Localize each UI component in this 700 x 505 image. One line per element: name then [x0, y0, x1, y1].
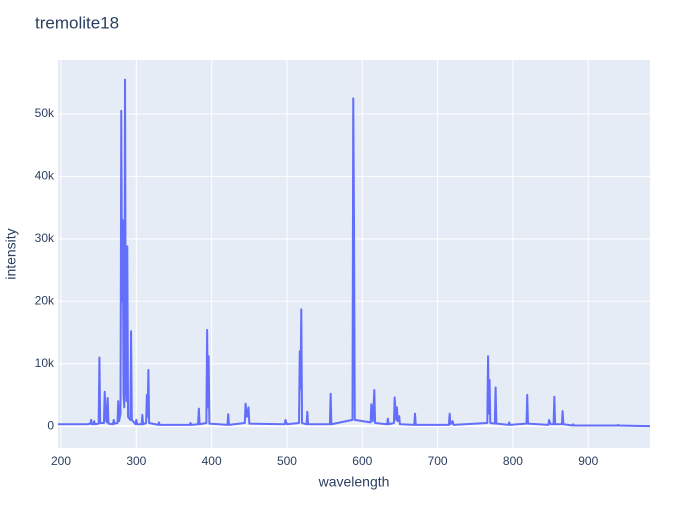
y-tick-label: 40k: [35, 169, 55, 183]
y-tick-label: 0: [47, 418, 54, 432]
data-line: [58, 78, 651, 428]
x-tick-label: 800: [503, 454, 523, 468]
x-tick-label: 400: [202, 454, 222, 468]
x-tick-label: 500: [277, 454, 297, 468]
x-tick-label: 300: [126, 454, 146, 468]
y-tick-label: 30k: [35, 231, 55, 245]
x-tick-label: 900: [578, 454, 598, 468]
x-tick-label: 600: [352, 454, 372, 468]
chart-title: tremolite18: [35, 13, 119, 32]
y-tick-label: 10k: [35, 356, 55, 370]
y-axis-title: intensity: [3, 228, 19, 279]
y-tick-label: 50k: [35, 106, 55, 120]
x-axis-title: wavelength: [318, 474, 390, 490]
x-tick-label: 700: [428, 454, 448, 468]
x-tick-label: 200: [51, 454, 71, 468]
y-tick-label: 20k: [35, 293, 55, 307]
